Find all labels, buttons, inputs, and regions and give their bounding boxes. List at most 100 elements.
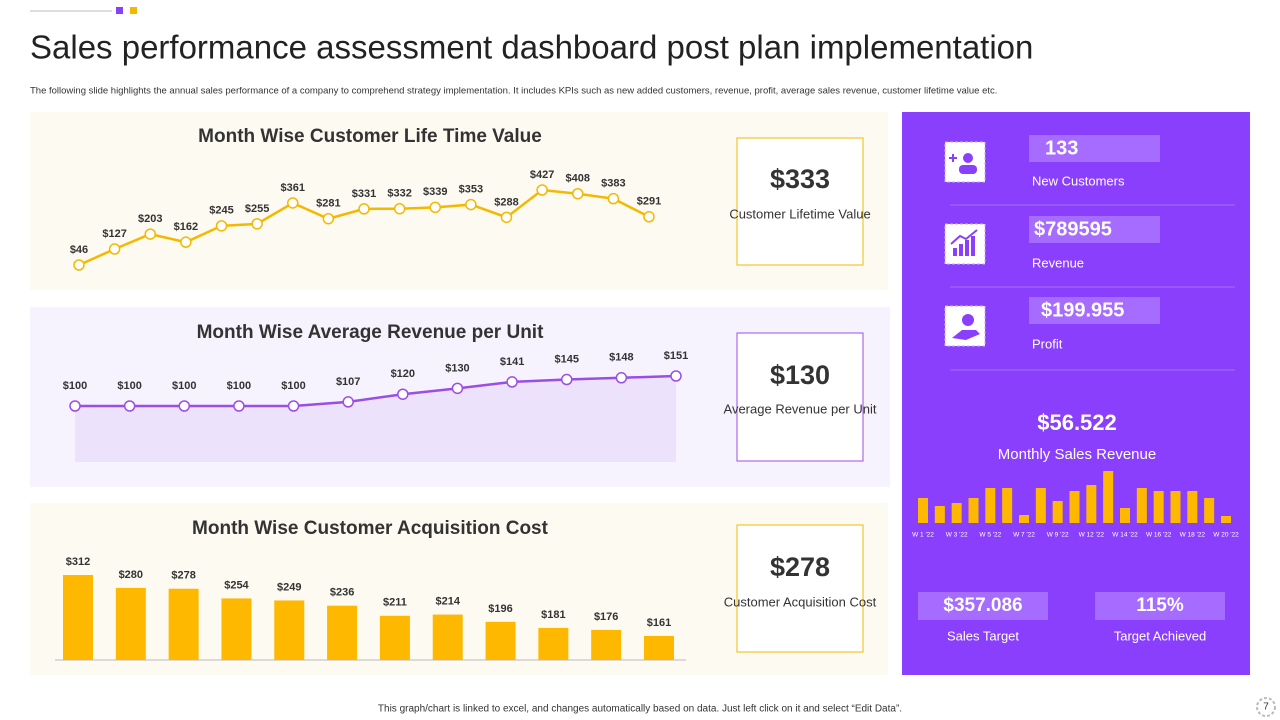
point xyxy=(397,388,409,400)
point xyxy=(180,236,192,248)
chart-title: Month Wise Customer Acquisition Cost xyxy=(192,518,549,539)
data-label: $353 xyxy=(459,183,483,195)
bar xyxy=(1069,491,1080,523)
stat-box xyxy=(1029,216,1160,243)
data-label: $46 xyxy=(70,244,88,256)
area xyxy=(75,376,676,462)
bar xyxy=(274,600,305,660)
target-box xyxy=(918,592,1048,620)
point xyxy=(69,400,81,412)
stat-label: New Customers xyxy=(1032,173,1125,188)
data-label: $161 xyxy=(647,617,671,629)
x-tick-label: W 1 '22 xyxy=(912,532,934,539)
bar xyxy=(327,605,358,660)
data-label: $196 xyxy=(488,603,512,615)
data-label: $361 xyxy=(281,182,305,194)
slide-subtitle: The following slide highlights the annua… xyxy=(30,86,997,97)
side-panel xyxy=(902,112,1250,675)
bar xyxy=(1153,491,1164,523)
x-tick-label: W 20 '22 xyxy=(1213,532,1239,539)
data-label: $332 xyxy=(387,188,411,200)
kpi-card xyxy=(736,524,864,653)
x-tick-label: W 3 '22 xyxy=(946,532,968,539)
bar xyxy=(951,503,962,523)
data-label: $281 xyxy=(316,198,340,210)
bar xyxy=(1187,491,1198,523)
data-label: $145 xyxy=(554,353,578,365)
data-label: $176 xyxy=(594,611,618,623)
data-label: $383 xyxy=(601,178,625,190)
kpi-label: Customer Lifetime Value xyxy=(729,206,870,221)
bar xyxy=(1170,491,1181,523)
data-label: $203 xyxy=(138,213,162,225)
bar xyxy=(538,627,569,660)
data-label: $162 xyxy=(174,221,198,233)
slide-title: Sales performance assessment dashboard p… xyxy=(30,29,1033,66)
bar xyxy=(918,498,928,523)
x-tick-label: W 16 '22 xyxy=(1146,532,1172,539)
point xyxy=(560,373,573,386)
bar xyxy=(1136,488,1147,523)
chart-title: Monthly Sales Revenue xyxy=(998,446,1156,463)
point xyxy=(506,376,518,388)
bar xyxy=(1035,488,1046,523)
chart-title: Month Wise Customer Life Time Value xyxy=(198,126,542,147)
point xyxy=(251,218,263,230)
bar xyxy=(168,588,199,660)
data-label: $214 xyxy=(435,595,460,607)
bar xyxy=(1086,485,1097,523)
bar xyxy=(379,615,410,660)
stat-box xyxy=(1029,297,1160,324)
data-label: $120 xyxy=(391,368,415,380)
bar xyxy=(221,598,252,660)
point xyxy=(73,259,85,271)
data-label: $288 xyxy=(494,196,518,208)
point xyxy=(108,243,121,255)
data-label: $245 xyxy=(209,205,233,217)
footer-note: This graph/chart is linked to excel, and… xyxy=(378,704,902,715)
data-label: $211 xyxy=(383,597,407,609)
point xyxy=(615,372,628,384)
point xyxy=(322,212,335,225)
data-label: $130 xyxy=(445,362,469,374)
bar xyxy=(1019,515,1029,523)
data-label: $100 xyxy=(281,380,305,392)
point xyxy=(233,400,245,412)
icon xyxy=(944,223,986,265)
point xyxy=(500,211,513,224)
data-label: $254 xyxy=(224,579,249,591)
bar xyxy=(1221,516,1231,523)
data-label: $236 xyxy=(330,587,354,599)
page-badge xyxy=(1256,697,1276,717)
data-label: $127 xyxy=(102,228,126,240)
point xyxy=(670,370,682,382)
data-label: $181 xyxy=(541,609,565,621)
data-label: $151 xyxy=(664,350,688,362)
decor-square xyxy=(130,7,137,14)
point xyxy=(144,228,156,240)
icon xyxy=(944,305,986,347)
data-label: $291 xyxy=(637,196,661,208)
bar xyxy=(934,506,945,523)
bar xyxy=(485,621,516,660)
bar xyxy=(591,629,622,660)
data-label: $427 xyxy=(530,169,554,181)
data-label: $148 xyxy=(609,352,633,364)
point xyxy=(572,187,584,200)
data-label: $100 xyxy=(63,380,87,392)
decor-square xyxy=(116,7,123,14)
bar xyxy=(968,498,979,523)
data-label: $249 xyxy=(277,581,301,593)
data-label: $255 xyxy=(245,203,269,215)
bar xyxy=(432,614,463,660)
bar xyxy=(985,488,996,523)
data-label: $339 xyxy=(423,186,447,198)
target-label: Target Achieved xyxy=(1114,628,1207,643)
point xyxy=(215,220,228,232)
point xyxy=(123,400,136,412)
kpi-value: $130 xyxy=(770,360,830,390)
stat-value: $789595 xyxy=(1034,218,1112,240)
point xyxy=(536,184,548,196)
kpi-card xyxy=(736,137,864,266)
bar xyxy=(63,575,93,660)
